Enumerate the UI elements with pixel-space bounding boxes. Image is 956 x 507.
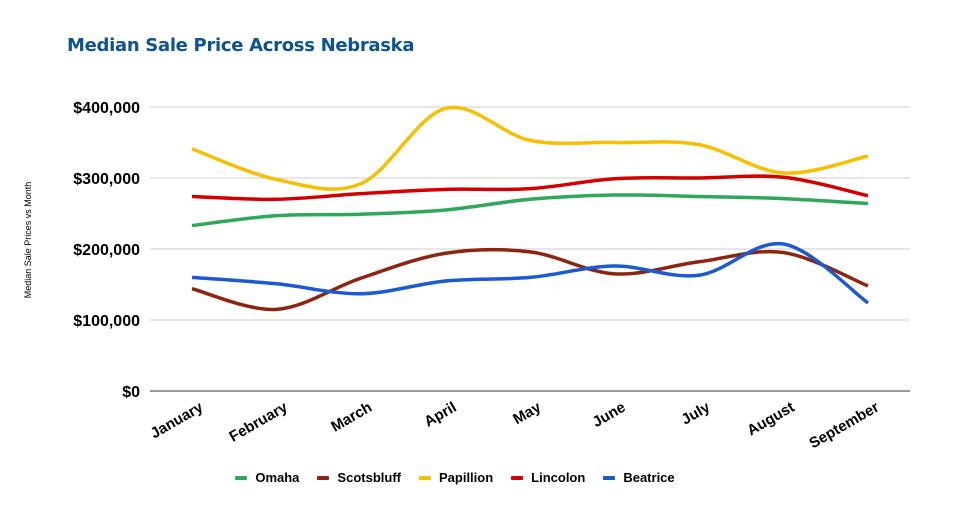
x-tick-label: September bbox=[806, 399, 882, 453]
y-tick-label: $0 bbox=[122, 384, 140, 401]
x-tick-label: January bbox=[148, 398, 207, 442]
legend-label: Lincolon bbox=[531, 470, 586, 485]
legend-swatch bbox=[317, 475, 330, 480]
series-line-papillion bbox=[191, 105, 869, 191]
legend: Omaha Scotsbluff Papillion Lincolon Beatrice bbox=[0, 470, 910, 485]
y-tick-label: $400,000 bbox=[73, 100, 140, 117]
y-axis-label: Median Sale Prices vs Month bbox=[23, 182, 33, 299]
series-line-beatrice bbox=[191, 241, 870, 305]
y-tick-label: $300,000 bbox=[73, 171, 140, 188]
legend-item-papillion: Papillion bbox=[418, 470, 494, 485]
series-line-lincolon bbox=[191, 174, 869, 202]
legend-swatch bbox=[603, 475, 616, 480]
legend-swatch bbox=[418, 475, 431, 480]
x-tick-label: August bbox=[744, 399, 797, 440]
x-tick-label: April bbox=[421, 399, 459, 431]
legend-item-lincolon: Lincolon bbox=[511, 470, 585, 485]
x-tick-label: February bbox=[226, 398, 291, 445]
legend-swatch bbox=[235, 475, 248, 480]
legend-swatch bbox=[511, 475, 524, 480]
x-tick-label: June bbox=[590, 399, 629, 431]
series-line-omaha bbox=[191, 193, 869, 228]
y-tick-label: $100,000 bbox=[73, 313, 140, 330]
y-tick-label: $200,000 bbox=[73, 242, 140, 259]
x-tick-label: July bbox=[679, 398, 714, 428]
legend-label: Scotsbluff bbox=[337, 470, 401, 485]
legend-label: Omaha bbox=[255, 470, 300, 485]
x-tick-label: March bbox=[328, 399, 375, 436]
legend-label: Papillion bbox=[438, 470, 494, 485]
legend-item-beatrice: Beatrice bbox=[603, 470, 675, 485]
x-tick-label: May bbox=[510, 398, 544, 428]
legend-item-omaha: Omaha bbox=[235, 470, 299, 485]
series-line-scotsbluff bbox=[191, 247, 869, 312]
chart-title: Median Sale Price Across Nebraska bbox=[67, 35, 415, 56]
legend-item-scotsbluff: Scotsbluff bbox=[317, 470, 401, 485]
legend-label: Beatrice bbox=[623, 470, 675, 485]
